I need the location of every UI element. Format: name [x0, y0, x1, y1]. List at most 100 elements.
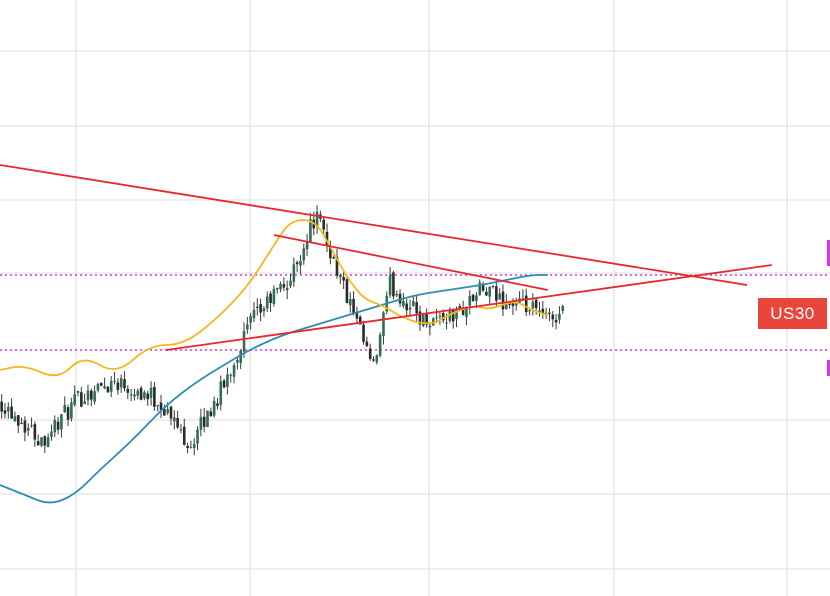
- candle-body: [13, 416, 17, 421]
- candle-body: [412, 301, 415, 306]
- candle-body: [60, 414, 63, 430]
- candle-body: [524, 295, 528, 313]
- ma-slow-line: [0, 274, 548, 504]
- candle-body: [176, 417, 179, 428]
- candle-body: [0, 401, 3, 412]
- candle-body: [222, 380, 226, 388]
- candle-body: [206, 410, 209, 427]
- candle-body: [292, 264, 296, 282]
- candle-body: [202, 416, 206, 427]
- candle-body: [368, 348, 372, 359]
- candle-body: [558, 313, 561, 320]
- candle-body: [173, 417, 176, 422]
- candle-body: [491, 285, 495, 287]
- symbol-price-tag: US30: [758, 298, 827, 329]
- candle-body: [272, 288, 276, 305]
- candle-body: [139, 387, 143, 400]
- candle-body: [236, 360, 239, 363]
- candle-body: [66, 407, 70, 420]
- candle-body: [16, 415, 20, 426]
- candle-body: [348, 299, 352, 306]
- candle-body: [209, 411, 213, 417]
- candle-body: [196, 429, 199, 444]
- candle-body: [143, 392, 146, 399]
- candle-body: [299, 261, 302, 266]
- candle-body: [146, 393, 150, 400]
- candle-body: [534, 299, 538, 309]
- candle-body: [551, 314, 555, 320]
- candle-body: [478, 282, 482, 296]
- candle-body: [136, 390, 140, 396]
- candle-body: [186, 445, 189, 448]
- candle-body: [355, 311, 359, 319]
- candle-body: [46, 437, 50, 447]
- candle-body: [7, 407, 10, 412]
- candle-body: [169, 406, 173, 419]
- candle-body: [179, 429, 183, 431]
- candle-body: [246, 324, 249, 330]
- candle-body: [166, 409, 169, 413]
- candle-body: [106, 386, 110, 393]
- candle-body: [70, 402, 73, 419]
- candle-body: [435, 317, 438, 319]
- candle-body: [372, 359, 375, 361]
- candle-body: [342, 276, 345, 281]
- candle-body: [80, 392, 83, 407]
- candle-body: [163, 408, 166, 416]
- candle-body: [495, 286, 498, 301]
- trendline-lower-support: [165, 264, 773, 351]
- candle-body: [149, 387, 153, 399]
- candle-body: [219, 381, 223, 405]
- candle-body: [30, 425, 33, 427]
- trendlines: [0, 164, 773, 351]
- candle-body: [83, 401, 86, 404]
- candle-body: [362, 324, 365, 342]
- candle-body: [56, 421, 60, 430]
- candle-body: [554, 319, 558, 323]
- candle-body: [96, 383, 100, 391]
- candle-body: [182, 426, 186, 445]
- candle-body: [395, 293, 399, 296]
- candle-body: [43, 436, 47, 446]
- candle-body: [259, 304, 262, 313]
- candle-body: [109, 381, 113, 392]
- candle-body: [129, 394, 133, 396]
- trendline-inner-upper-resistance: [273, 234, 548, 291]
- candle-body: [315, 211, 319, 227]
- candle-body: [561, 306, 565, 312]
- candle-body: [548, 312, 551, 314]
- ma-fast-line: [0, 219, 549, 377]
- candle-body: [382, 312, 385, 337]
- candle-body: [345, 279, 349, 303]
- candle-body: [498, 293, 501, 300]
- candle-body: [63, 404, 67, 413]
- candle-body: [332, 257, 335, 259]
- candle-body: [418, 311, 422, 325]
- candle-body: [335, 256, 339, 276]
- candle-body: [116, 382, 120, 391]
- candle-body: [471, 294, 475, 301]
- edge-marker-lower: [827, 360, 830, 376]
- candle-body: [438, 315, 442, 317]
- candle-body: [441, 313, 445, 321]
- candle-body: [156, 404, 159, 407]
- horizontal-levels: [0, 274, 830, 351]
- candle-body: [458, 306, 462, 310]
- candle-body: [212, 400, 216, 416]
- candle-body: [408, 307, 412, 310]
- candle-body: [93, 391, 96, 402]
- candle-body: [402, 300, 405, 306]
- candle-body: [339, 275, 342, 278]
- candle-body: [505, 302, 508, 310]
- candle-body: [475, 295, 478, 301]
- candle-body: [103, 386, 106, 389]
- candle-body: [282, 284, 286, 288]
- candle-body: [358, 316, 362, 325]
- candle-body: [86, 390, 90, 401]
- candle-body: [365, 341, 369, 347]
- candle-body: [216, 403, 219, 406]
- candle-body: [50, 431, 53, 437]
